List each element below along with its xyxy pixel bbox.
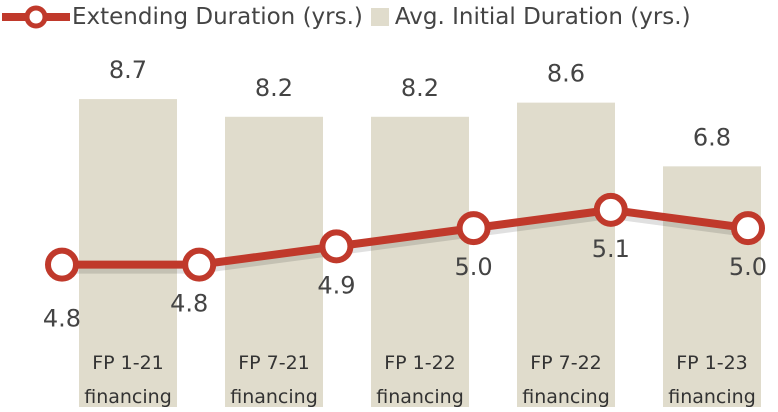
x-tick-label: FP 7-21 financing [230,352,318,408]
bar-value-label: 8.2 [401,74,439,102]
line-value-label: 5.0 [729,253,767,281]
line-marker [45,247,79,282]
bar [663,166,761,407]
bar [79,99,177,408]
line-value-label: 4.8 [170,290,208,318]
bar-value-label: 8.6 [547,60,585,88]
line-marker [593,192,628,227]
legend-label: Extending Duration (yrs.) [72,4,363,30]
x-tick-label: FP 1-23 financing [668,352,756,408]
legend-label: Avg. Initial Duration (yrs.) [394,4,691,30]
x-tick-label: FP 1-22 financing [376,352,464,408]
bar-value-label: 8.2 [255,74,293,102]
line-value-label: 5.1 [592,235,630,263]
bar [517,102,615,408]
bar [371,116,469,407]
bar-value-label: 8.7 [109,56,147,84]
line-marker [731,211,765,246]
legend-line-icon [2,5,70,29]
line-value-label: 4.8 [43,305,81,333]
line-marker [319,229,354,264]
line-value-label: 5.0 [455,253,493,281]
legend-swatch [370,8,389,26]
x-tick-label: FP 1-21 financing [84,352,172,408]
legend: Extending Duration (yrs.) Avg. Initial D… [0,2,691,32]
line-value-label: 4.9 [317,271,355,299]
line-marker [456,211,491,246]
line-shadow [62,210,749,274]
x-tick-label: FP 7-22 financing [522,352,610,408]
line-marker [182,247,217,282]
bar-value-label: 6.8 [693,123,731,151]
line [62,205,749,269]
